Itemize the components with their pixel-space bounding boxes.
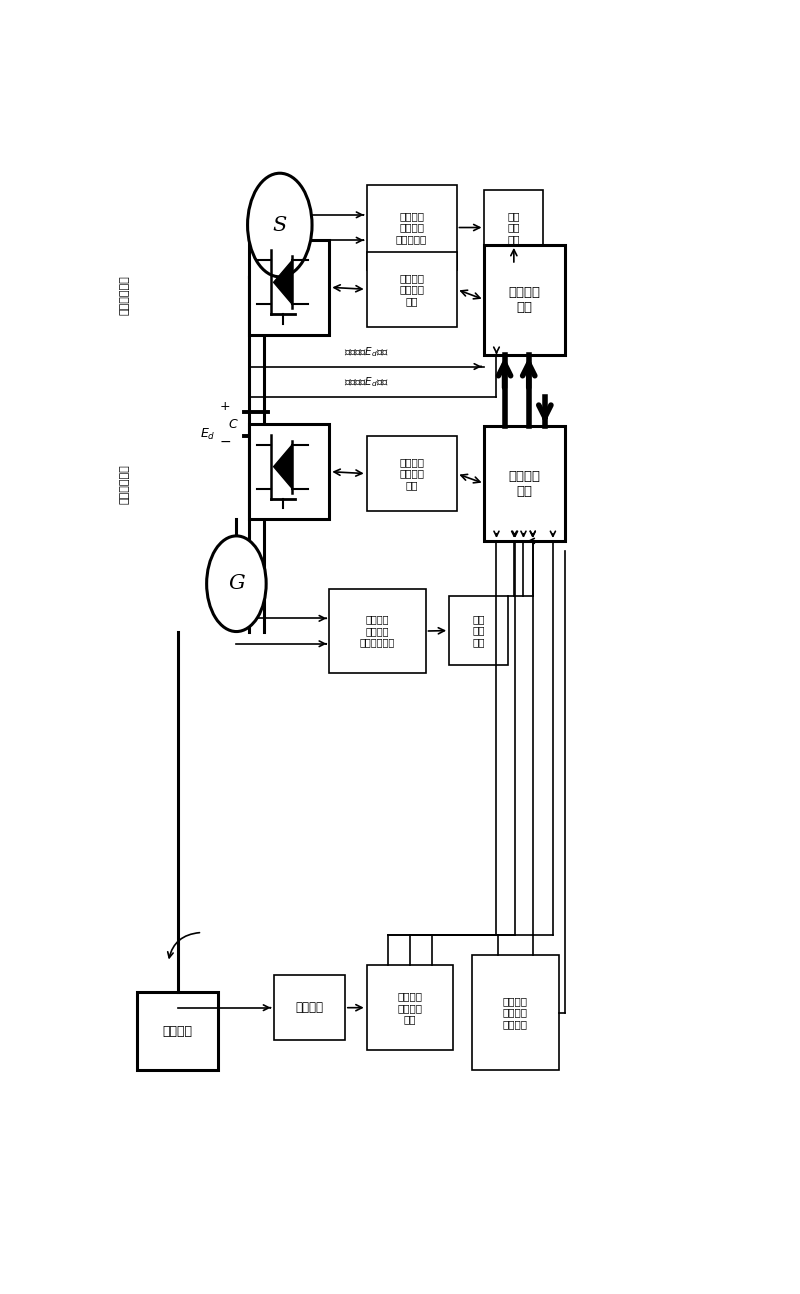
Bar [274, 976, 345, 1040]
Bar [249, 239, 330, 335]
Bar [330, 589, 426, 673]
Text: G: G [228, 575, 245, 593]
Bar [485, 190, 543, 265]
Text: 稳态运行
矩量控制
方法: 稳态运行 矩量控制 方法 [398, 991, 422, 1025]
Text: 转速测定: 转速测定 [295, 1002, 323, 1014]
Bar [138, 992, 218, 1070]
Text: 隔离脉冲
检测驱动
电路: 隔离脉冲 检测驱动 电路 [399, 273, 424, 305]
Polygon shape [274, 445, 292, 489]
Bar [366, 252, 457, 326]
Text: 前级
处理
电路: 前级 处理 电路 [472, 613, 485, 647]
Bar [366, 185, 457, 270]
Bar [366, 965, 454, 1049]
Circle shape [206, 536, 266, 631]
Bar [485, 245, 565, 355]
Text: 电网侧变
换器交流
电压、电流: 电网侧变 换器交流 电压、电流 [396, 211, 427, 245]
Text: 暂态运行
直接转矩
控制方法: 暂态运行 直接转矩 控制方法 [503, 996, 528, 1029]
Text: 电网侧变换器: 电网侧变换器 [120, 274, 130, 314]
Text: 电网侧控
制器: 电网侧控 制器 [509, 286, 541, 313]
Text: 直流电压$E_d$测量: 直流电压$E_d$测量 [344, 375, 389, 389]
Text: +: + [220, 400, 230, 413]
Bar [472, 955, 558, 1070]
Text: 隔离脉冲
检测驱动
电路: 隔离脉冲 检测驱动 电路 [399, 457, 424, 490]
Text: S: S [273, 216, 287, 234]
Text: 电机侧控
制器: 电机侧控 制器 [509, 470, 541, 498]
Polygon shape [274, 260, 292, 304]
Text: C: C [228, 418, 237, 431]
Text: 轮浆风机: 轮浆风机 [162, 1025, 193, 1038]
Text: 直流电压$E_d$测量: 直流电压$E_d$测量 [344, 344, 389, 358]
Bar [485, 426, 565, 541]
Bar [366, 436, 457, 511]
Text: $E_d$: $E_d$ [200, 427, 216, 441]
Text: 电机侧变
换器交流
侧电压、电流: 电机侧变 换器交流 侧电压、电流 [360, 615, 395, 648]
Text: 前级
处理
电路: 前级 处理 电路 [507, 211, 520, 245]
Text: −: − [219, 435, 231, 449]
Bar [449, 595, 508, 665]
Text: 电机侧变换器: 电机侧变换器 [120, 465, 130, 503]
Circle shape [247, 173, 312, 277]
Bar [249, 424, 330, 519]
